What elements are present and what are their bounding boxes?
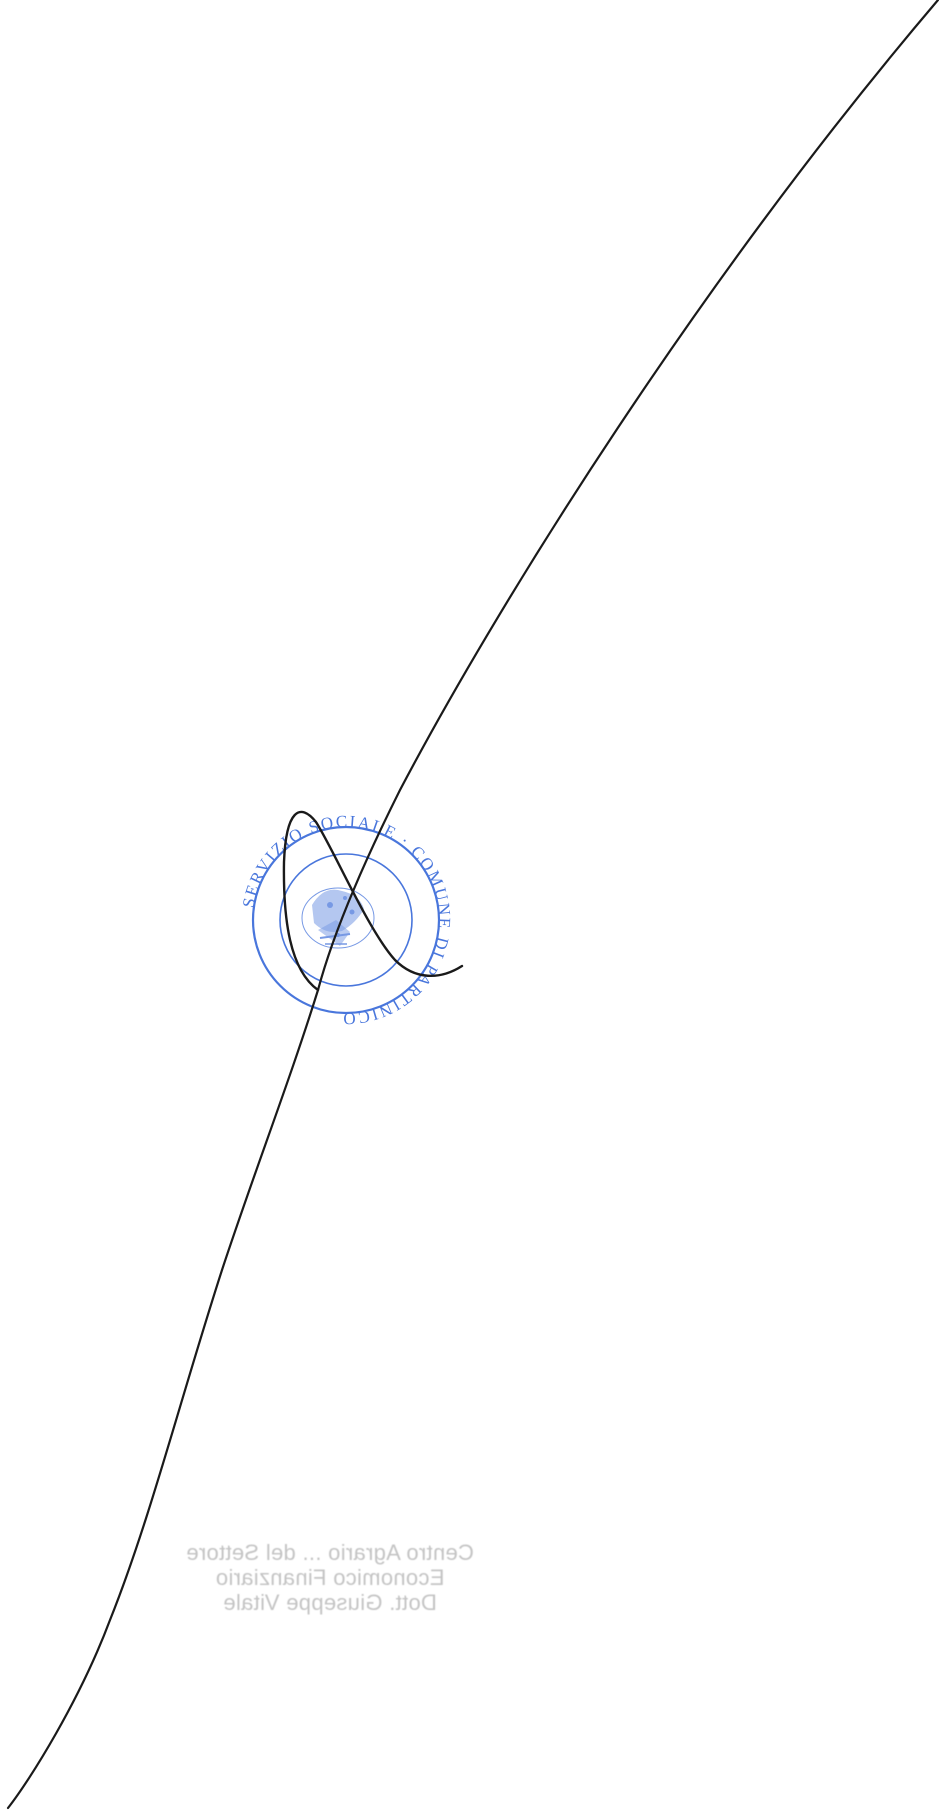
show-through-line-3: Dott. Giuseppe Vitale bbox=[223, 1590, 437, 1615]
handwritten-signature bbox=[6, 0, 939, 1810]
stamp-emblem-icon bbox=[301, 887, 375, 949]
show-through-line-1: Centro Agrario ... del Settore bbox=[186, 1540, 474, 1565]
official-stamp: SERVIZIO SOCIALE · COMUNE DI PARTINICO bbox=[239, 812, 452, 1028]
show-through-line-2: Economico Finanziario bbox=[215, 1565, 445, 1590]
show-through-text: Centro Agrario ... del Settore Economico… bbox=[150, 1540, 510, 1615]
